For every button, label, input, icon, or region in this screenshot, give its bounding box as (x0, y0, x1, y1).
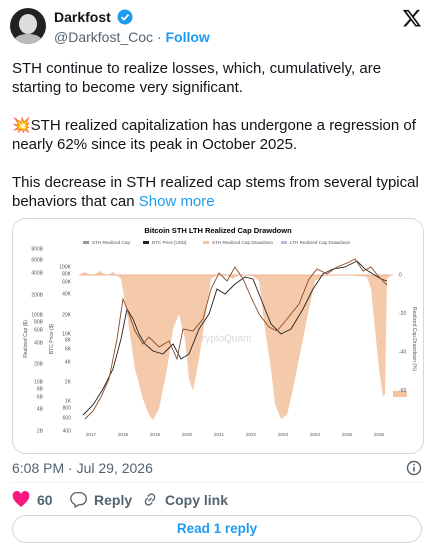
paragraph: 💥STH realized capitalization has undergo… (12, 117, 416, 153)
media[interactable]: Bitcoin STH LTH Realized Cap Drawdown Cr… (12, 218, 424, 454)
y-price-tick: 800 (63, 405, 72, 411)
chart-title: Bitcoin STH LTH Realized Cap Drawdown (144, 226, 292, 235)
y-right-label: Realized Cap Drawdown (%) (411, 307, 417, 372)
y-right-tick: -20 (399, 311, 406, 317)
y-price-tick: 4K (65, 359, 72, 365)
y-price-tick: 40K (62, 291, 72, 297)
y-left-tick: 400B (31, 270, 43, 276)
y-left-tick: 100B (31, 312, 43, 318)
x-tick: 2020 (182, 432, 193, 437)
link-icon[interactable] (141, 491, 159, 508)
verified-badge (117, 9, 133, 25)
chart-image: Bitcoin STH LTH Realized Cap Drawdown Cr… (13, 219, 423, 453)
y-left-tick: 40B (34, 340, 44, 346)
avatar[interactable] (10, 8, 46, 44)
y-price-tick: 2K (65, 379, 72, 385)
author-name[interactable]: Darkfost (54, 9, 111, 25)
watermark: CryptoQuant (195, 334, 252, 345)
y-price-tick: 1K (65, 398, 72, 404)
x-tick: 2023 (278, 432, 289, 437)
y-left-tick: 2B (37, 428, 44, 434)
x-tick: 2018 (118, 432, 129, 437)
reply-button[interactable]: Reply (94, 492, 133, 508)
read-replies-button[interactable]: Read 1 reply (12, 515, 422, 543)
x-tick: 2021 (214, 432, 225, 437)
y-left-tick: 600B (31, 257, 43, 263)
divider (12, 482, 424, 483)
y-price-tick: 80K (62, 271, 72, 277)
legend-swatch (281, 241, 287, 244)
y-left-tick: 60B (34, 327, 44, 333)
x-tick: 2019 (150, 432, 161, 437)
paragraph: This decrease in STH realized cap stems … (12, 173, 426, 211)
reply-icon[interactable] (69, 491, 87, 508)
legend-label: LTH Realized Cap Drawdown (290, 240, 351, 245)
paragraph: STH continue to realize losses, which, c… (12, 60, 382, 96)
legend-label: STH Realized Cap Drawdown (212, 240, 273, 245)
y-right-tick: -60 (399, 388, 406, 394)
y-left-tick: 800B (31, 246, 43, 252)
y-left-tick: 80B (34, 319, 44, 325)
x-tick: 2024 (310, 432, 321, 437)
copy-link-button[interactable]: Copy link (165, 492, 229, 508)
legend-swatch (143, 241, 149, 244)
x-tick: 2026 (374, 432, 385, 437)
handle[interactable]: @Darkfost_Coc (54, 29, 154, 45)
separator: · (156, 29, 162, 45)
y-left-tick: 4B (37, 406, 44, 412)
x-tick: 2025 (342, 432, 353, 437)
y-price-tick: 100K (59, 264, 71, 270)
show-more[interactable]: Show more (138, 193, 215, 210)
y-price-tick: 20K (62, 312, 72, 318)
drawdown-area (79, 271, 391, 420)
info-icon[interactable] (406, 460, 422, 476)
y-price-tick: 10K (62, 331, 72, 337)
legend-label: BTC Price [USD] (152, 240, 186, 245)
handle-line: @Darkfost_Coc · Follow (54, 29, 210, 45)
last-value-box (393, 391, 407, 397)
like-count[interactable]: 60 (37, 492, 53, 508)
x-logo[interactable] (402, 8, 422, 28)
y-price-tick: 60K (62, 279, 72, 285)
legend-label: STH Realized Cap (92, 240, 130, 245)
follow-link[interactable]: Follow (165, 29, 210, 45)
y-price-tick: 600 (63, 415, 72, 421)
sth-cap-line (82, 260, 388, 416)
y-left-tick: 10B (34, 379, 44, 385)
y-price-tick: 8K (65, 337, 72, 343)
y-price-tick: 400 (63, 428, 72, 434)
timestamp[interactable]: 6:08 PM · Jul 29, 2026 (12, 460, 153, 476)
y-price-label: BTC Price ($) (49, 324, 55, 355)
y-left-label: Realized Cap ($) (23, 320, 29, 358)
y-right-tick: 0 (399, 272, 402, 278)
y-price-tick: 6K (65, 346, 72, 352)
paragraph-text: This decrease in STH realized cap stems … (12, 174, 419, 210)
x-tick: 2017 (86, 432, 97, 437)
y-left-tick: 6B (37, 394, 44, 400)
like-icon[interactable] (12, 491, 30, 508)
x-tick: 2022 (246, 432, 257, 437)
legend-swatch (83, 241, 89, 244)
btc-price-line (84, 258, 388, 420)
y-left-tick: 20B (34, 361, 44, 367)
y-left-tick: 200B (31, 292, 43, 298)
y-right-tick: -40 (399, 349, 406, 355)
y-left-tick: 8B (37, 386, 44, 392)
legend-swatch (203, 241, 209, 244)
